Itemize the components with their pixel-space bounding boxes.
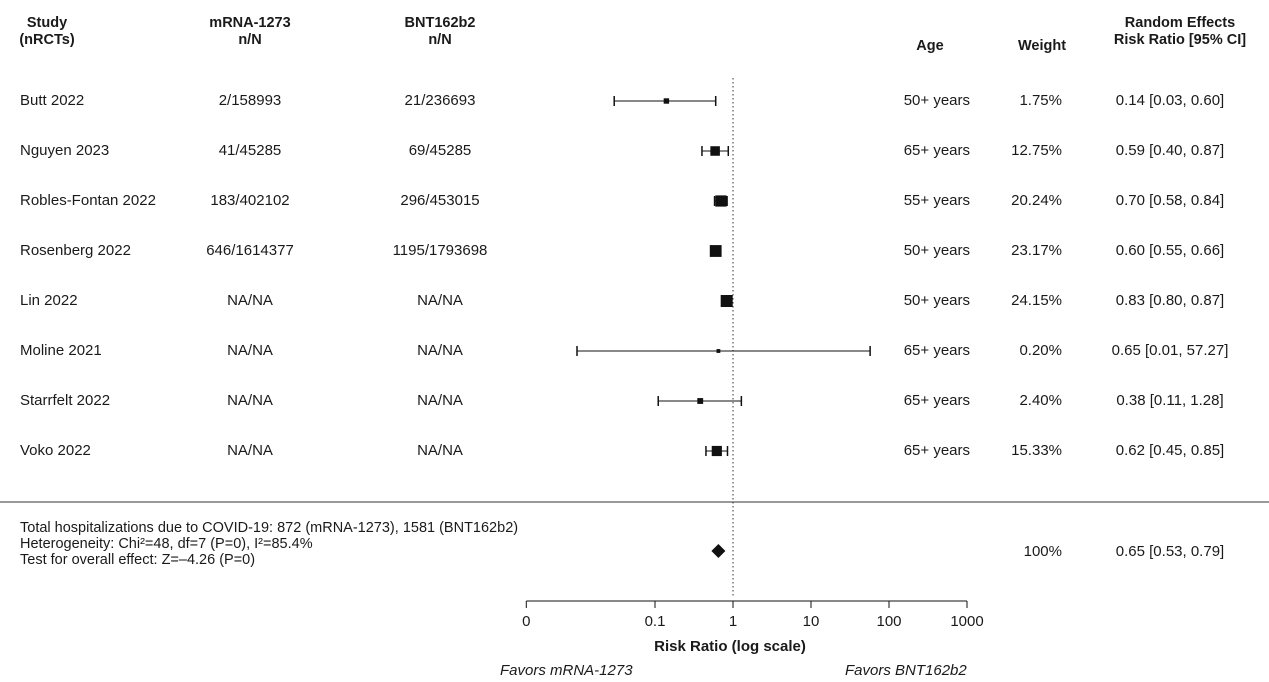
point-estimate [711, 445, 722, 457]
header-effect: Random Effects Risk Ratio [95% CI] [1113, 15, 1247, 48]
study-age: 65+ years [903, 342, 970, 359]
point-estimate [720, 295, 733, 307]
study-ci: 0.38 [0.11, 1.28] [1116, 392, 1224, 409]
bnt-count: NA/NA [417, 392, 463, 409]
point-estimate [697, 398, 704, 404]
study-ci: 0.60 [0.55, 0.66] [1115, 242, 1225, 259]
study-weight: 12.75% [1011, 142, 1062, 159]
point-estimate [715, 195, 727, 207]
study-age: 50+ years [903, 92, 970, 109]
bnt-count: 69/45285 [408, 142, 472, 159]
study-ci: 0.14 [0.03, 0.60] [1115, 92, 1225, 109]
study-ci: 0.62 [0.45, 0.85] [1115, 442, 1225, 459]
mrna-count: 183/402102 [210, 192, 290, 209]
mrna-count: NA/NA [227, 442, 273, 459]
bnt-count: 1195/1793698 [392, 242, 488, 259]
study-age: 55+ years [903, 192, 970, 209]
favors-right: Favors BNT162b2 [845, 662, 967, 679]
study-name: Nguyen 2023 [20, 142, 110, 159]
point-estimate [709, 245, 722, 257]
summary-overall-effect: Test for overall effect: Z=–4.26 (P=0) [20, 552, 256, 568]
study-weight: 23.17% [1011, 242, 1062, 259]
study-weight: 1.75% [1019, 92, 1062, 109]
study-weight: 20.24% [1011, 192, 1062, 209]
x-tick-label: 10 [802, 613, 820, 630]
x-tick-label: 1 [728, 613, 738, 630]
mrna-count: 646/1614377 [206, 242, 294, 259]
study-ci: 0.70 [0.58, 0.84] [1115, 192, 1225, 209]
mrna-count: 2/158993 [218, 92, 282, 109]
study-weight: 0.20% [1019, 342, 1062, 359]
bnt-count: NA/NA [417, 442, 463, 459]
summary-total: Total hospitalizations due to COVID-19: … [20, 520, 519, 536]
point-estimate [710, 146, 720, 156]
study-age: 65+ years [903, 442, 970, 459]
study-name: Starrfelt 2022 [20, 392, 111, 409]
summary-heterogeneity: Heterogeneity: Chi²=48, df=7 (P=0), I²=8… [20, 536, 313, 552]
study-name: Butt 2022 [20, 92, 85, 109]
study-ci: 0.83 [0.80, 0.87] [1115, 292, 1225, 309]
header-bnt: BNT162b2 n/N [404, 15, 476, 48]
header-study: Study (nRCTs) [19, 15, 75, 48]
study-weight: 2.40% [1019, 392, 1062, 409]
header-age: Age [916, 38, 944, 54]
header-weight: Weight [1017, 38, 1067, 54]
x-tick-label: 0.1 [644, 613, 666, 630]
x-axis-label: Risk Ratio (log scale) [654, 638, 806, 655]
study-ci: 0.65 [0.01, 57.27] [1111, 342, 1229, 359]
mrna-count: NA/NA [227, 292, 273, 309]
study-ci: 0.59 [0.40, 0.87] [1115, 142, 1225, 159]
study-name: Robles-Fontan 2022 [20, 192, 156, 209]
study-name: Rosenberg 2022 [20, 242, 131, 259]
study-age: 65+ years [903, 142, 970, 159]
header-mrna: mRNA-1273 n/N [209, 15, 291, 48]
study-weight: 15.33% [1011, 442, 1062, 459]
study-age: 50+ years [903, 292, 970, 309]
bnt-count: 296/453015 [400, 192, 480, 209]
point-estimate [716, 349, 721, 353]
pooled-diamond [711, 544, 726, 558]
point-estimate [663, 98, 670, 104]
bnt-count: NA/NA [417, 342, 463, 359]
x-tick-label: 1000 [950, 613, 984, 630]
mrna-count: 41/45285 [218, 142, 282, 159]
bnt-count: 21/236693 [404, 92, 476, 109]
study-age: 50+ years [903, 242, 970, 259]
study-name: Lin 2022 [20, 292, 78, 309]
study-age: 65+ years [903, 392, 970, 409]
favors-left: Favors mRNA-1273 [500, 662, 633, 679]
study-weight: 24.15% [1011, 292, 1062, 309]
summary-ci: 0.65 [0.53, 0.79] [1115, 543, 1225, 560]
summary-weight: 100% [1023, 543, 1062, 560]
mrna-count: NA/NA [227, 392, 273, 409]
mrna-count: NA/NA [227, 342, 273, 359]
study-name: Voko 2022 [20, 442, 91, 459]
study-name: Moline 2021 [20, 342, 102, 359]
x-tick-label: 0 [522, 613, 531, 630]
x-tick-label: 100 [876, 613, 902, 630]
bnt-count: NA/NA [417, 292, 463, 309]
